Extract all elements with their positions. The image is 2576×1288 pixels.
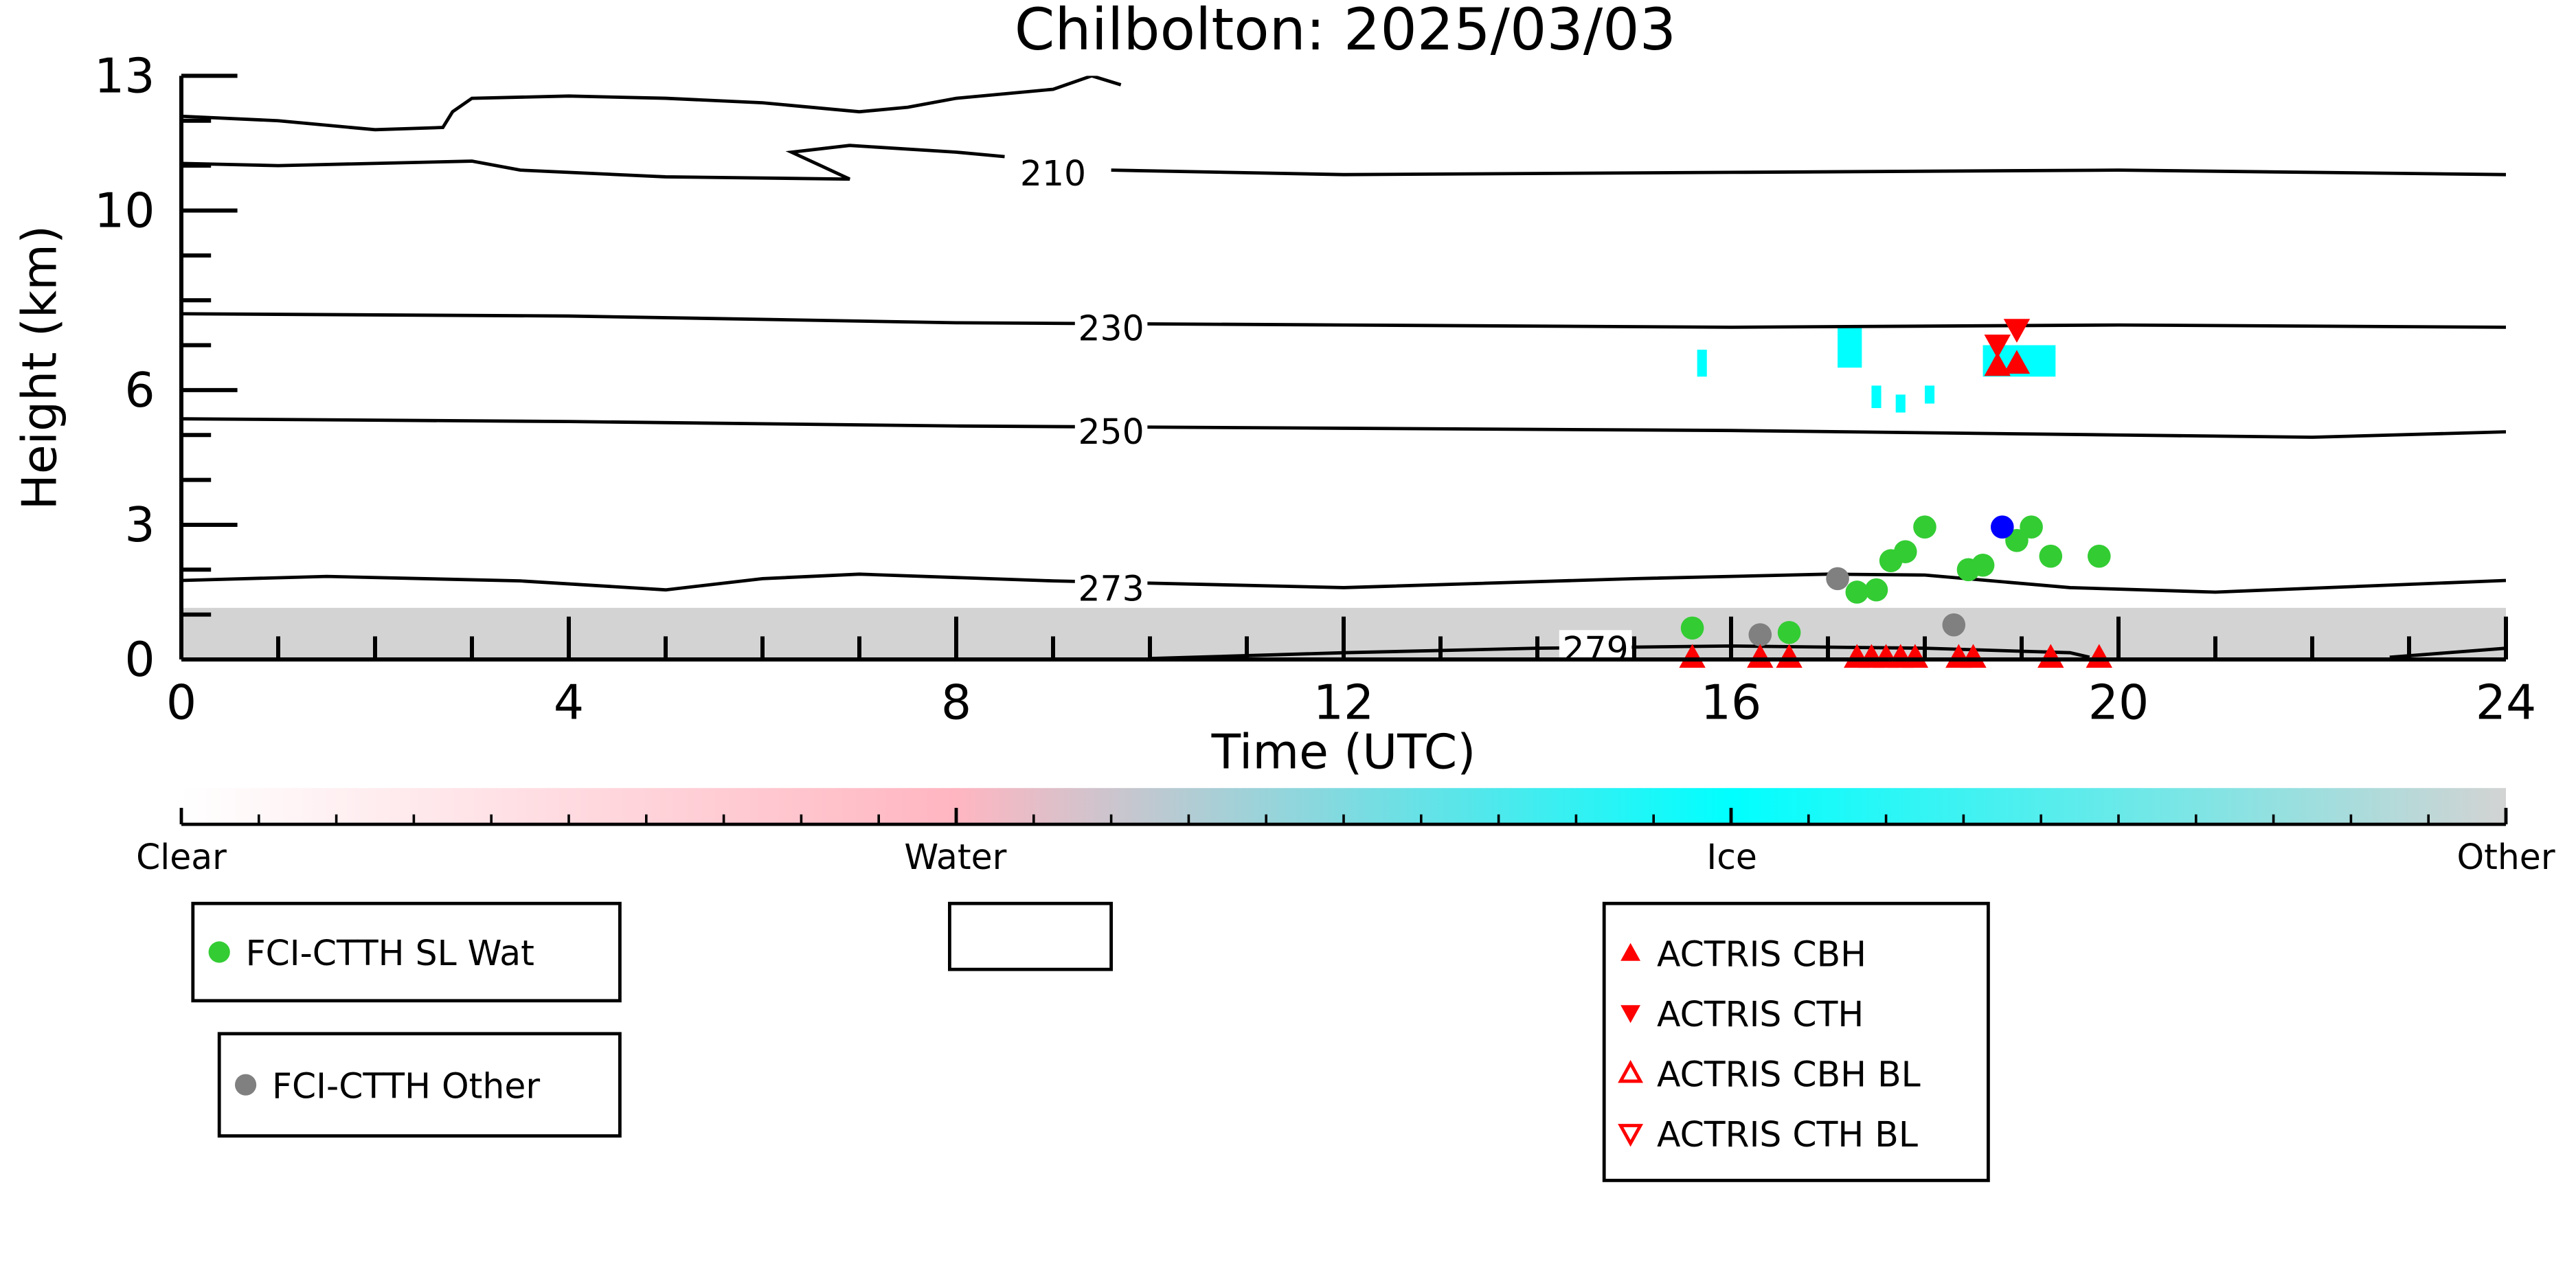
y-tick-label: 0 [124, 632, 155, 688]
cloud-region-ice [1697, 350, 1707, 377]
contour-label-bg [1559, 630, 1632, 659]
y-tick-label: 13 [94, 48, 155, 104]
x-axis-label: Time (UTC) [1211, 724, 1476, 780]
cloud-region-ice [1838, 327, 1862, 368]
contour-label-bg [1017, 154, 1089, 191]
contour-label: 230 [1078, 308, 1144, 349]
y-tick-label: 6 [124, 363, 155, 418]
data-point-actris-cbh [1901, 644, 1929, 668]
data-point-actris-cbh [2037, 644, 2064, 668]
data-point-fci-ctth-other [1942, 613, 1966, 637]
contour-label: 210 [1020, 153, 1086, 194]
cloud-region-ice [1871, 385, 1882, 409]
legend-entry: ACTRIS CBH BL [1657, 1054, 1921, 1095]
data-point-fci-ctth-sl-wat [2020, 515, 2043, 539]
x-tick-label: 4 [554, 675, 584, 730]
data-point-fci-ctth-sl-wat [1845, 580, 1869, 604]
data-point-fci-ctth-sl-wat [1971, 553, 1995, 577]
legend-marker-triangle-down-open-icon [1618, 1124, 1644, 1147]
x-tick-label: 16 [1701, 675, 1762, 730]
y-tick-label: 10 [94, 183, 155, 238]
y-axis-label: Height (km) [12, 225, 68, 510]
plot-area: 210 230 250 273 279 0 3 6 10 13 0 4 8 12 16 20 24 [94, 48, 2536, 730]
data-point-fci-ctth-sl-wat [1777, 620, 1801, 644]
legend-frame [191, 901, 622, 1003]
data-point-fci-ctth-sl-wat [1913, 515, 1936, 539]
data-point-actris-cbh [1679, 644, 1706, 668]
contour-label-bg [1074, 308, 1148, 346]
temperature-contour [1111, 168, 2506, 177]
legend-box: FCI-CTTH SL Wat [191, 901, 622, 1003]
cloud-region-ice [1895, 394, 1906, 413]
data-point-fci-ctth-sl-wat [1894, 540, 1917, 563]
data-point-actris-cth [2003, 319, 2031, 343]
x-tick-label: 24 [2476, 675, 2537, 730]
y-tick-label: 3 [124, 497, 155, 553]
legend-entry: FCI-CTTH SL Wat [246, 933, 534, 973]
data-point-unlabelled [1991, 515, 2014, 539]
colorbar-label-water: Water [904, 837, 1006, 877]
legend-box [948, 901, 1113, 971]
data-point-fci-ctth-sl-wat [2005, 529, 2029, 552]
data-point-fci-ctth-other [1826, 567, 1849, 591]
x-tick-label: 12 [1313, 675, 1375, 730]
legend-box: FCI-CTTH Other [217, 1032, 622, 1138]
legend-marker-triangle-up-open-icon [1618, 1060, 1644, 1083]
legend-entry: FCI-CTTH Other [272, 1065, 540, 1106]
data-point-actris-cbh [1747, 644, 1774, 668]
legend-frame [1602, 901, 1990, 1182]
legend-marker-circle-icon [208, 941, 230, 963]
contour-label: 273 [1078, 569, 1144, 609]
legend-box: ACTRIS CBH ACTRIS CTH ACTRIS CBH BL ACTRIS … [1602, 901, 1990, 1182]
chart-title: Chilbolton: 2025/03/03 [1015, 0, 1676, 63]
x-tick-label: 8 [941, 675, 971, 730]
legend-entry: ACTRIS CTH [1657, 994, 1864, 1035]
data-point-actris-cth [1984, 335, 2011, 359]
legend-marker-triangle-up-icon [1620, 942, 1640, 961]
data-point-fci-ctth-sl-wat [2088, 544, 2111, 568]
data-point-actris-cbh [2086, 644, 2112, 668]
legend-frame [948, 901, 1113, 971]
x-tick-label: 0 [166, 675, 196, 730]
data-point-actris-cbh [2003, 350, 2031, 374]
legend-marker-triangle-down-icon [1620, 1005, 1640, 1024]
legend-entry: ACTRIS CTH BL [1657, 1114, 1918, 1155]
temperature-contour [181, 312, 2506, 329]
colorbar-label-ice: Ice [1706, 837, 1757, 877]
colorbar-label-other: Other [2456, 837, 2555, 877]
contour-label-bg [1074, 569, 1148, 606]
data-point-actris-cbh [1776, 644, 1803, 668]
data-point-fci-ctth-other [1748, 623, 1772, 646]
colorbar-label-clear: Clear [136, 837, 227, 877]
data-point-actris-cbh [1984, 352, 2011, 376]
x-tick-label: 20 [2088, 675, 2149, 730]
data-point-fci-ctth-sl-wat [1680, 616, 1704, 640]
cloud-region-ice [1925, 385, 1935, 404]
contour-label: 279 [1563, 629, 1629, 670]
data-point-actris-cbh [1960, 644, 1987, 668]
temperature-contour [181, 76, 1122, 132]
temperature-contour [181, 572, 2506, 594]
contour-label: 250 [1078, 411, 1144, 452]
colorbar: Clear Water Ice Other [136, 788, 2555, 877]
legend-entry: ACTRIS CBH [1657, 934, 1866, 974]
temperature-contour [181, 144, 1005, 181]
data-point-fci-ctth-sl-wat [2039, 544, 2063, 568]
data-point-fci-ctth-sl-wat [1864, 578, 1888, 602]
legend-frame [217, 1032, 622, 1138]
contour-label-bg [1074, 412, 1148, 449]
temperature-contour [181, 417, 2506, 439]
legend-marker-circle-icon [235, 1074, 257, 1096]
